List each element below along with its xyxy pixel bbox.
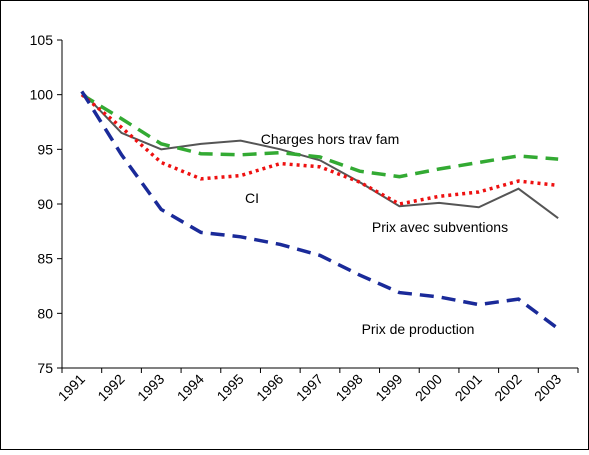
y-tick-label: 100 <box>30 87 54 103</box>
series-line <box>80 93 559 179</box>
y-tick-label: 90 <box>37 196 53 212</box>
y-tick-label: 95 <box>37 141 53 157</box>
series-label: Prix de production <box>362 321 475 337</box>
series-line <box>80 90 560 331</box>
y-tick-label: 75 <box>37 360 53 376</box>
series-line <box>81 90 559 220</box>
series-line <box>80 93 559 206</box>
y-tick-label: 105 <box>30 32 54 48</box>
series-label: Prix avec subventions <box>372 219 508 235</box>
y-tick-label: 80 <box>37 305 53 321</box>
y-tick-label: 85 <box>37 251 53 267</box>
series-label: Charges hors trav fam <box>261 131 400 147</box>
series-label: CI <box>245 190 259 206</box>
